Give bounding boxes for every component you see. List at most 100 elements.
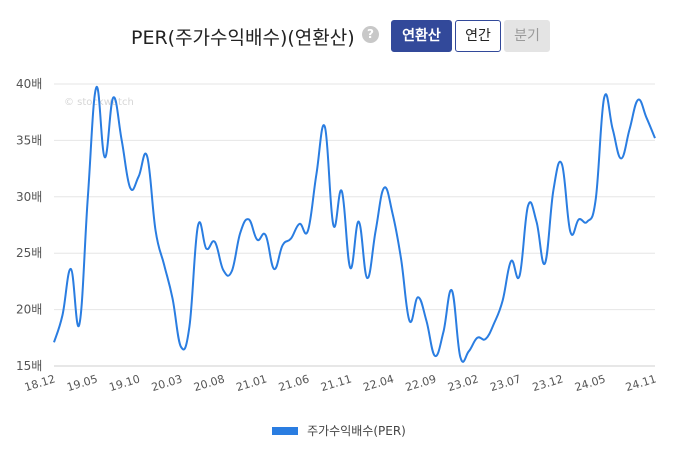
data-point[interactable] — [652, 135, 658, 141]
data-point[interactable] — [110, 95, 116, 101]
data-point[interactable] — [144, 153, 150, 159]
data-point[interactable] — [347, 265, 353, 271]
data-point[interactable] — [525, 203, 531, 209]
data-point[interactable] — [305, 228, 311, 234]
data-point[interactable] — [170, 295, 176, 301]
data-point[interactable] — [423, 318, 429, 324]
data-point[interactable] — [449, 287, 455, 293]
data-point[interactable] — [229, 268, 235, 274]
data-point[interactable] — [237, 230, 243, 236]
data-point[interactable] — [550, 187, 556, 193]
y-axis-labels: 15배 20배 25배 30배 35배 40배 — [16, 77, 42, 373]
data-point[interactable] — [296, 221, 302, 227]
grid-lines — [54, 83, 655, 367]
data-point[interactable] — [339, 188, 345, 194]
data-point[interactable] — [246, 216, 252, 222]
data-point[interactable] — [127, 185, 133, 191]
data-point[interactable] — [508, 258, 514, 264]
y-tick-label: 20배 — [16, 303, 42, 317]
x-tick-label: 23.02 — [446, 372, 480, 394]
data-point[interactable] — [356, 219, 362, 225]
data-point[interactable] — [203, 246, 209, 252]
data-point[interactable] — [263, 232, 269, 238]
data-point[interactable] — [533, 219, 539, 225]
chart-header: PER(주가수익배수)(연환산) ? 연환산 연간 분기 — [0, 18, 688, 58]
data-point[interactable] — [483, 336, 489, 342]
data-point[interactable] — [85, 194, 91, 200]
data-point[interactable] — [212, 239, 218, 245]
data-point[interactable] — [567, 229, 573, 235]
data-point[interactable] — [559, 161, 565, 167]
data-point[interactable] — [195, 223, 201, 229]
y-tick-label: 40배 — [16, 77, 42, 91]
data-point[interactable] — [153, 228, 159, 234]
data-point[interactable] — [635, 97, 641, 103]
x-tick-label: 20.03 — [150, 372, 184, 394]
data-point[interactable] — [280, 242, 286, 248]
data-point[interactable] — [440, 329, 446, 335]
data-point[interactable] — [373, 228, 379, 234]
x-tick-label: 22.04 — [362, 372, 396, 394]
data-point[interactable] — [457, 354, 463, 360]
legend[interactable]: 주가수익배수(PER) — [272, 420, 406, 438]
y-tick-label: 25배 — [16, 246, 42, 260]
data-point[interactable] — [542, 260, 548, 266]
data-point[interactable] — [330, 222, 336, 228]
data-point[interactable] — [161, 261, 167, 267]
series-layer — [51, 84, 658, 363]
x-axis-labels: 18.12 19.05 19.10 20.03 20.08 21.01 21.06 21.11… — [23, 372, 658, 394]
data-point[interactable] — [407, 318, 413, 324]
legend-label: 주가수익배수(PER) — [307, 424, 406, 438]
data-point[interactable] — [474, 335, 480, 341]
data-point[interactable] — [288, 236, 294, 242]
y-tick-label: 15배 — [16, 359, 42, 373]
data-point[interactable] — [119, 137, 125, 143]
data-point[interactable] — [610, 126, 616, 132]
data-point[interactable] — [517, 273, 523, 279]
help-icon[interactable]: ? — [362, 26, 379, 43]
tab-annual[interactable]: 연간 — [455, 20, 501, 52]
tab-annualized[interactable]: 연환산 — [391, 20, 452, 52]
x-tick-label: 23.12 — [531, 372, 565, 394]
data-point[interactable] — [220, 267, 226, 273]
data-point[interactable] — [254, 237, 260, 243]
data-point[interactable] — [466, 348, 472, 354]
data-point[interactable] — [644, 115, 650, 121]
data-point[interactable] — [601, 95, 607, 101]
data-point[interactable] — [364, 275, 370, 281]
data-point[interactable] — [627, 126, 633, 132]
legend-swatch — [272, 426, 298, 435]
chart-title: PER(주가수익배수)(연환산) — [131, 27, 355, 49]
data-point[interactable] — [102, 154, 108, 160]
series-line-per[interactable] — [53, 86, 656, 363]
data-point[interactable] — [432, 353, 438, 359]
data-point[interactable] — [59, 312, 65, 318]
y-tick-label: 30배 — [16, 190, 42, 204]
data-point[interactable] — [593, 196, 599, 202]
y-tick-label: 35배 — [16, 133, 42, 147]
data-point[interactable] — [68, 266, 74, 272]
data-point[interactable] — [491, 320, 497, 326]
data-point[interactable] — [271, 266, 277, 272]
data-point[interactable] — [415, 294, 421, 300]
x-tick-label: 21.01 — [235, 372, 269, 394]
data-point[interactable] — [136, 173, 142, 179]
data-point[interactable] — [390, 211, 396, 217]
data-point[interactable] — [186, 324, 192, 330]
data-point[interactable] — [51, 339, 57, 345]
data-point[interactable] — [322, 124, 328, 130]
data-point[interactable] — [398, 256, 404, 262]
data-point[interactable] — [93, 84, 99, 90]
x-tick-label: 21.11 — [319, 372, 353, 394]
x-tick-label: 21.06 — [277, 372, 311, 394]
data-point[interactable] — [618, 155, 624, 161]
x-tick-label: 22.09 — [404, 372, 438, 394]
data-point[interactable] — [178, 344, 184, 350]
data-point[interactable] — [76, 321, 82, 327]
data-point[interactable] — [381, 185, 387, 191]
data-point[interactable] — [500, 298, 506, 304]
data-point[interactable] — [576, 216, 582, 222]
data-point[interactable] — [313, 171, 319, 177]
data-point[interactable] — [584, 219, 590, 225]
